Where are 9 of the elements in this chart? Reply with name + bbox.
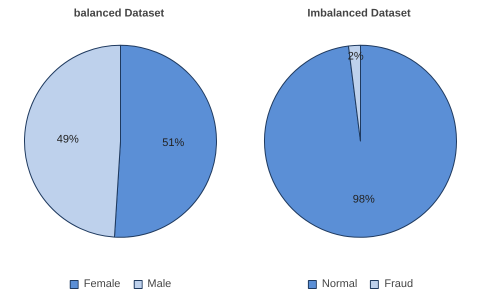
data-label: 98% (352, 194, 376, 206)
legend-label: Female (84, 278, 120, 290)
data-label: 49% (56, 133, 79, 146)
chart-title: balanced Dataset (74, 8, 165, 20)
legend-label: Male (147, 278, 172, 290)
data-label: 51% (162, 137, 184, 150)
legend-label: Normal (322, 278, 358, 290)
chart-title: Imbalanced Dataset (307, 8, 411, 20)
legend-label: Fraud (384, 278, 414, 290)
